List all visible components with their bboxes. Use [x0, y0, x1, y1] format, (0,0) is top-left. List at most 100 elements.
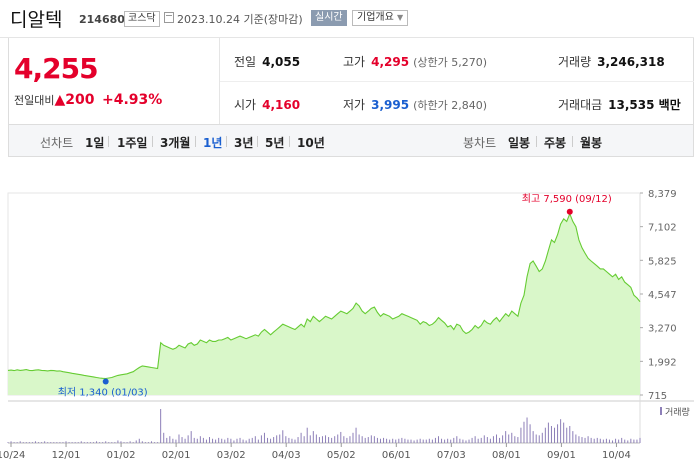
volume-value: 3,246,318 [597, 55, 665, 69]
volume-bar [325, 435, 327, 443]
volume-bar [557, 424, 559, 443]
volume-bar [239, 437, 241, 443]
tab-1y[interactable]: 1년 [203, 136, 223, 150]
volume-bar [343, 436, 345, 443]
open-price: 시가 4,160 [234, 96, 300, 113]
stock-code: 214680 [79, 13, 125, 26]
volume-bar [294, 439, 296, 443]
volume-bar [242, 439, 244, 443]
tab-weekly[interactable]: 주봉 [544, 136, 567, 150]
volume-bar [25, 442, 27, 443]
tab-separator [195, 136, 196, 147]
volume-bar [462, 439, 464, 443]
volume-bar [114, 442, 116, 443]
x-tick-label: 10/24 [0, 450, 25, 461]
volume-bar [312, 431, 314, 443]
change-row: 전일대비▲200 +4.93% [14, 92, 162, 108]
volume-bar [154, 442, 156, 443]
volume-bar [187, 435, 189, 443]
candle-chart-label: 봉차트 [463, 136, 497, 150]
volume-bar [22, 442, 24, 443]
tab-monthly[interactable]: 월봉 [580, 136, 603, 150]
calendar-icon [164, 12, 174, 23]
volume-bar [62, 442, 64, 443]
volume-bar [468, 439, 470, 443]
volume-bar [135, 440, 137, 443]
realtime-button[interactable]: 실시간 [311, 10, 347, 26]
y-tick-label: 1,992 [648, 357, 677, 368]
volume-bar [56, 442, 58, 443]
high-label: 최고 7,590 (09/12) [522, 193, 612, 205]
volume-bar [538, 435, 540, 443]
tab-1w[interactable]: 1주일 [117, 136, 148, 150]
volume-bar [340, 431, 342, 443]
volume-bar [349, 436, 351, 443]
volume-bar [483, 435, 485, 443]
price-line [7, 212, 641, 380]
volume-bar [199, 436, 201, 443]
volume-bar [355, 427, 357, 443]
chevron-down-icon: ▼ [397, 13, 404, 22]
volume-bar [560, 419, 562, 443]
volume-bar [273, 437, 275, 443]
volume-bar [53, 442, 55, 443]
volume-bar [285, 436, 287, 443]
volume-bar [47, 442, 49, 443]
volume-bar [636, 439, 638, 443]
volume-legend-swatch [660, 407, 662, 415]
tab-daily[interactable]: 일봉 [508, 136, 531, 150]
volume-bar [602, 439, 604, 443]
volume-bar [428, 438, 430, 443]
tab-1d[interactable]: 1일 [85, 136, 105, 150]
stock-name: 디알텍 [10, 9, 63, 31]
quote-panel: 4,255 전일대비▲200 +4.93% 전일 4,055 고가 4,295 (상한… [8, 38, 694, 124]
volume-bar [627, 440, 629, 443]
volume-bar [230, 438, 232, 443]
volume-bar [590, 437, 592, 443]
y-tick-label: 7,102 [648, 223, 677, 234]
volume-bar [633, 439, 635, 443]
volume-bar [422, 439, 424, 443]
high-marker [566, 208, 573, 215]
volume-bar [288, 437, 290, 443]
volume-bar [205, 439, 207, 443]
volume-bar [89, 442, 91, 443]
tab-3m[interactable]: 3개월 [160, 136, 191, 150]
volume-bar [123, 442, 125, 443]
low-marker [102, 378, 109, 385]
volume-bar [358, 434, 360, 443]
tab-separator [536, 136, 537, 147]
volume-bar [499, 437, 501, 443]
volume-bar [434, 437, 436, 443]
volume-bar [193, 437, 195, 443]
volume-bar [334, 436, 336, 443]
company-info-button[interactable]: 기업개요 ▼ [352, 10, 409, 26]
volume-bar [581, 437, 583, 443]
volume-bar [529, 424, 531, 443]
y-tick-label: 4,547 [648, 290, 677, 301]
volume-bar [117, 440, 119, 443]
volume-bar [450, 439, 452, 443]
chart-tabs: 선차트 1일 1주일 3개월 1년 3년 5년 10년 봉차트 일봉 주봉 월봉 [8, 124, 694, 157]
tab-10y[interactable]: 10년 [297, 136, 325, 150]
volume-bar [215, 439, 217, 443]
amount-label: 거래대금 [558, 98, 603, 112]
volume-bar [163, 432, 165, 443]
volume-bar [184, 438, 186, 443]
current-price: 4,255 [14, 52, 99, 85]
day-low: 저가 3,995 (하한가 2,840) [343, 96, 487, 113]
day-high: 고가 4,295 (상한가 5,270) [343, 53, 487, 70]
volume-bar [489, 438, 491, 443]
volume-bar [401, 437, 403, 443]
volume-bar [554, 427, 556, 443]
volume-bar [7, 442, 9, 443]
volume-bar [74, 442, 76, 443]
upper-limit: (상한가 5,270) [413, 56, 487, 69]
volume-bar [86, 442, 88, 443]
x-tick-label: 01/02 [107, 450, 136, 461]
y-tick-label: 3,270 [648, 324, 677, 335]
tab-3y[interactable]: 3년 [234, 136, 254, 150]
tab-5y[interactable]: 5년 [265, 136, 285, 150]
volume-bar [541, 432, 543, 443]
lower-limit: (하한가 2,840) [413, 99, 487, 112]
